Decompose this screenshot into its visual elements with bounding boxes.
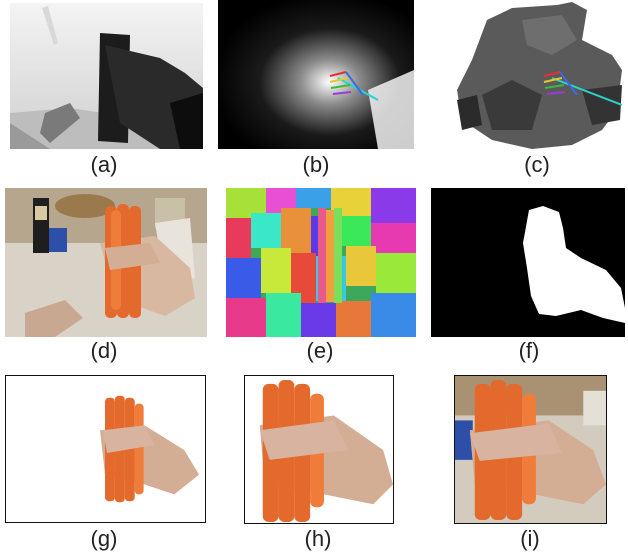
panel-b-heatmap (218, 0, 414, 149)
caption-h: (h) (304, 526, 332, 551)
caption-c: (c) (524, 152, 550, 177)
panel-a-depth-map (10, 3, 203, 149)
panel-g-segmented-object (5, 375, 206, 523)
caption-d: (d) (90, 338, 118, 363)
panel-c-segment-overlay (452, 0, 622, 149)
panel-e-superpixel-segmentation (226, 188, 416, 337)
caption-f: (f) (518, 338, 540, 363)
caption-e: (e) (306, 338, 334, 363)
panel-d-rgb-photo (5, 188, 207, 337)
panel-h-cropped-object (244, 375, 394, 524)
caption-a: (a) (90, 152, 118, 177)
caption-b: (b) (302, 152, 330, 177)
panel-i-cropped-rgb (454, 375, 607, 524)
caption-i: (i) (520, 526, 540, 551)
panel-f-binary-mask (431, 188, 625, 337)
caption-g: (g) (90, 526, 118, 551)
